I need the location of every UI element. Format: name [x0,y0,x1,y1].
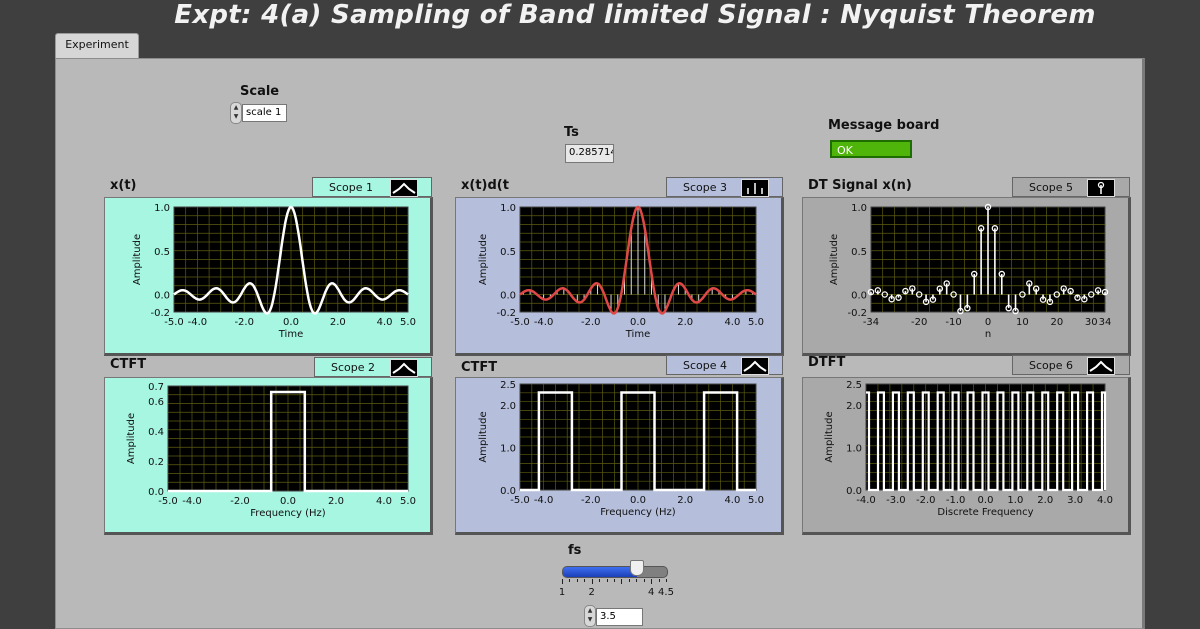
ts-label: Ts [564,125,579,140]
graph-label-5: DT Signal x(n) [808,178,912,193]
fs-slider-tick-mark [591,579,593,584]
fs-slider-tick-mark [621,579,623,584]
fs-slider-tick-mark [636,579,638,582]
sine-pulse-icon[interactable] [390,359,418,377]
scope-1-label: Scope 1 [329,181,374,194]
fs-slider-tick-mark [643,579,645,582]
graph-label-6: DTFT [808,355,846,370]
graph-label-1: x(t) [110,178,137,193]
fs-slider-tick-mark [576,579,578,582]
fs-slider-tick-mark [606,579,608,582]
fs-slider-tick-label: 4.5 [658,587,674,598]
scale-input[interactable]: scale 1 [242,104,287,122]
fs-spinner[interactable]: ▲ ▼ [584,605,596,627]
sine-pulse-icon[interactable] [741,357,769,375]
scale-spinner[interactable]: ▲ ▼ [230,102,242,124]
impulse-train-icon[interactable] [741,179,769,197]
graph-box-1 [104,197,433,356]
fs-slider-tick-mark [562,579,563,584]
scope-3-label: Scope 3 [683,181,728,194]
sine-pulse-icon[interactable] [1087,357,1115,375]
tab-experiment[interactable]: Experiment [55,33,139,62]
fs-slider-tick-mark [614,579,615,582]
fs-slider-tick-label: 2 [588,587,595,598]
window-title: Expt: 4(a) Sampling of Band limited Sign… [174,0,1096,30]
fs-slider-tick-mark [599,579,601,582]
fs-slider-tick-mark [584,579,586,582]
graph-box-4 [455,377,784,535]
fs-slider-tick-mark [658,579,660,582]
ts-value: 0.285714 [565,144,614,163]
graph-box-5 [802,197,1131,356]
fs-slider-tick-label: 1 [558,587,566,598]
scale-label: Scale [240,84,280,99]
message-board-label: Message board [828,118,940,133]
graph-label-4: CTFT [461,360,498,375]
stem-icon[interactable] [1087,179,1115,197]
fs-input[interactable]: 3.5 [596,608,643,626]
graph-box-2 [104,377,433,535]
scope-5-label: Scope 5 [1029,181,1074,194]
message-board-indicator: OK [830,140,912,158]
graph-box-3 [455,197,784,356]
sine-pulse-icon[interactable] [390,179,418,197]
fs-slider-track[interactable] [562,566,668,578]
fs-slider-tick-mark [666,579,667,582]
scope-6-label: Scope 6 [1029,359,1074,372]
fs-slider-thumb[interactable] [630,560,645,576]
graph-label-3: x(t)d(t [461,178,509,193]
fs-slider-tick-mark [651,579,653,584]
fs-slider-tick-mark [569,579,571,582]
fs-label: fs [568,543,582,558]
graph-label-2: CTFT [110,357,147,372]
graph-box-6 [802,377,1131,535]
scope-2-label: Scope 2 [331,361,376,374]
scope-4-label: Scope 4 [683,359,728,372]
fs-slider-tick-label: 4 [647,587,655,598]
fs-slider-tick-mark [628,579,630,582]
fs-slider-fill [563,567,638,577]
